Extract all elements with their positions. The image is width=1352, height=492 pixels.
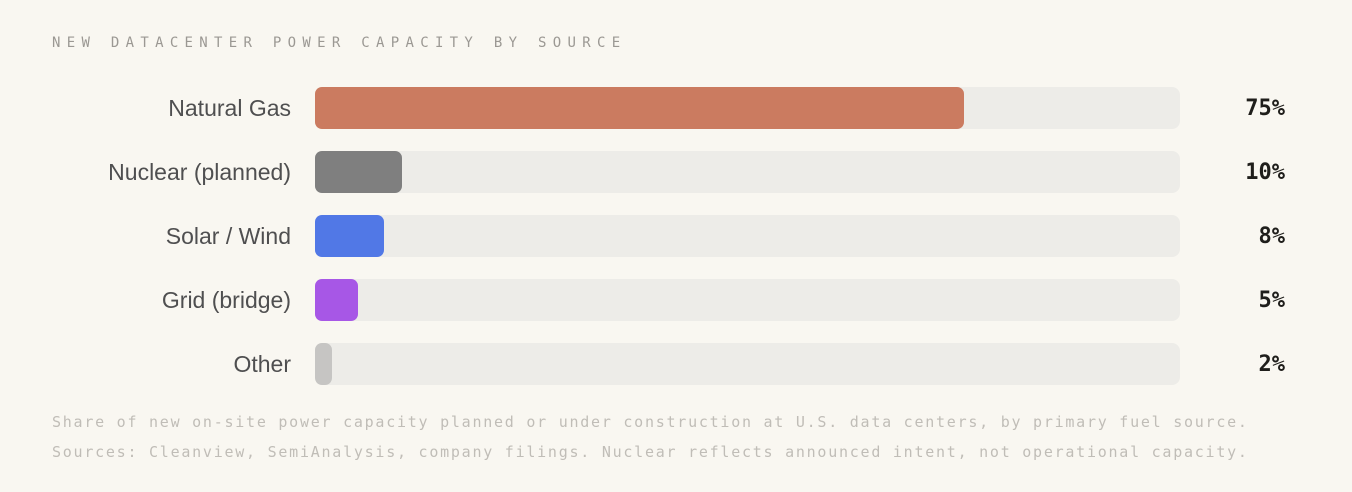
bar-fill <box>315 215 385 257</box>
chart-title: NEW DATACENTER POWER CAPACITY BY SOURCE <box>52 35 627 51</box>
bar-track <box>315 279 1180 321</box>
bar-value-label: 75% <box>1245 95 1285 121</box>
bar-fill <box>315 87 964 129</box>
bar-row: Nuclear (planned) 10% <box>52 151 1285 193</box>
bar-category-label: Other <box>233 350 291 377</box>
bar-fill <box>315 343 333 385</box>
bar-value-label: 10% <box>1245 159 1285 185</box>
bar-fill <box>315 279 359 321</box>
bar-value-label: 8% <box>1258 223 1286 249</box>
bar-row: Natural Gas 75% <box>52 87 1285 129</box>
bar-row: Grid (bridge) 5% <box>52 279 1285 321</box>
bar-track <box>315 215 1180 257</box>
bar-row: Other 2% <box>52 343 1285 385</box>
bar-value-label: 5% <box>1258 287 1286 313</box>
bar-track <box>315 343 1180 385</box>
bar-category-label: Grid (bridge) <box>161 286 291 313</box>
bar-track <box>315 87 1180 129</box>
chart-footnote: Share of new on-site power capacity plan… <box>52 407 1249 467</box>
footnote-line-1: Share of new on-site power capacity plan… <box>52 413 1249 431</box>
bar-value-label: 2% <box>1258 351 1286 377</box>
bar-category-label: Natural Gas <box>168 94 291 121</box>
bar-category-label: Solar / Wind <box>165 222 291 249</box>
footnote-line-2: Sources: Cleanview, SemiAnalysis, compan… <box>52 443 1249 461</box>
bar-chart: Natural Gas 75% Nuclear (planned) 10% So… <box>52 87 1285 385</box>
bar-category-label: Nuclear (planned) <box>108 158 291 185</box>
bar-row: Solar / Wind 8% <box>52 215 1285 257</box>
bar-track <box>315 151 1180 193</box>
bar-fill <box>315 151 402 193</box>
